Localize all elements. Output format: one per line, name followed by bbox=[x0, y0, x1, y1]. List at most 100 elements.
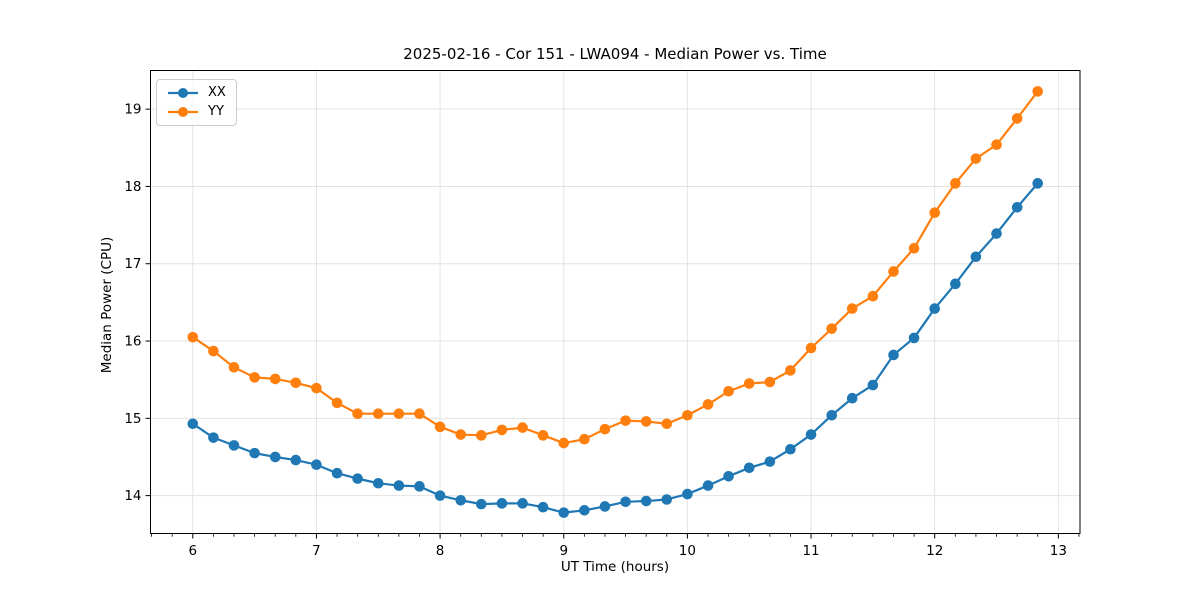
x-tick-label: 13 bbox=[1050, 543, 1067, 559]
series-xx-point bbox=[208, 432, 219, 443]
series-xx-point bbox=[496, 498, 508, 509]
series-xx-point bbox=[187, 418, 199, 430]
series-xx-point bbox=[393, 480, 405, 491]
axes-spines bbox=[150, 70, 1081, 534]
series-xx-point bbox=[455, 494, 467, 506]
series-yy-point bbox=[805, 342, 817, 354]
series-yy-point bbox=[1032, 86, 1044, 97]
series-yy-point bbox=[249, 372, 260, 383]
x-tick-label: 9 bbox=[559, 543, 568, 559]
series-xx-point bbox=[723, 471, 734, 482]
y-tick-label: 18 bbox=[124, 179, 141, 195]
x-tick-label: 11 bbox=[802, 543, 819, 559]
series-yy-point bbox=[702, 399, 714, 410]
series-yy-point bbox=[950, 178, 961, 189]
y-axis-label-text: Median Power (CPU) bbox=[99, 236, 115, 374]
series-yy-point bbox=[311, 382, 322, 394]
legend-line-sample-icon bbox=[168, 107, 198, 117]
series-yy-point bbox=[785, 365, 796, 376]
series-yy-point bbox=[826, 323, 838, 334]
series-yy-point bbox=[414, 408, 425, 419]
series-yy-point bbox=[929, 207, 941, 219]
series-yy-point bbox=[599, 423, 611, 435]
series-yy-point bbox=[269, 373, 281, 385]
y-tick-label: 14 bbox=[124, 488, 141, 504]
legend-line-sample-icon bbox=[168, 88, 198, 98]
series-yy-point bbox=[228, 362, 240, 373]
series-xx-point bbox=[682, 488, 693, 500]
legend: XX YY bbox=[156, 79, 237, 126]
y-tick-label: 17 bbox=[124, 256, 141, 272]
series-yy-point bbox=[743, 378, 755, 389]
series-xx-point bbox=[311, 459, 322, 471]
chart-title: 2025-02-16 - Cor 151 - LWA094 - Median P… bbox=[403, 45, 827, 63]
series-xx-point bbox=[991, 228, 1002, 239]
series-yy-point bbox=[867, 290, 879, 302]
series-xx-point bbox=[352, 473, 363, 484]
series-xx-point bbox=[826, 409, 838, 421]
series-yy-point bbox=[290, 377, 302, 389]
x-axis-label: UT Time (hours) bbox=[560, 559, 670, 575]
series-yy-point bbox=[331, 397, 343, 409]
series-yy-point bbox=[455, 429, 467, 440]
series-yy-point bbox=[991, 139, 1002, 151]
series-xx-point bbox=[372, 477, 384, 489]
series-xx-point bbox=[970, 251, 982, 263]
y-tick-label: 19 bbox=[124, 102, 141, 118]
series-yy-point bbox=[620, 415, 631, 426]
series-xx-point bbox=[579, 505, 590, 516]
series-yy-point bbox=[393, 408, 405, 419]
series-xx-point bbox=[908, 332, 920, 344]
series-yy-point bbox=[352, 408, 363, 419]
series-xx-point bbox=[888, 349, 899, 361]
series-yy-point bbox=[517, 422, 528, 433]
series-yy-point bbox=[558, 437, 570, 449]
series-yy-point bbox=[908, 242, 920, 254]
series-xx-point bbox=[929, 303, 941, 314]
series-xx-point bbox=[228, 440, 240, 451]
series-xx-point bbox=[537, 501, 549, 513]
legend-label: YY bbox=[208, 104, 224, 119]
series-yy-point bbox=[187, 331, 199, 343]
series-yy-point bbox=[846, 303, 858, 314]
series-xx-point bbox=[249, 447, 260, 459]
series-xx-point bbox=[805, 429, 817, 440]
series-xx-point bbox=[599, 501, 611, 512]
series-xx-point bbox=[414, 481, 425, 492]
series-yy-point bbox=[208, 345, 219, 357]
x-tick-label: 12 bbox=[926, 543, 943, 559]
series-xx-point bbox=[1032, 178, 1044, 189]
x-tick-label: 7 bbox=[312, 543, 321, 559]
x-tick-label: 8 bbox=[436, 543, 445, 559]
series-xx-point bbox=[867, 379, 879, 391]
legend-label: XX bbox=[208, 85, 226, 100]
series-xx-point bbox=[620, 496, 631, 508]
series-xx-point bbox=[290, 454, 302, 466]
series-yy-point bbox=[764, 376, 776, 388]
series-xx-point bbox=[269, 451, 281, 463]
series-xx-point bbox=[702, 480, 714, 491]
series-xx-point bbox=[743, 462, 755, 474]
series-xx-point bbox=[764, 456, 776, 467]
series-xx-point bbox=[846, 392, 858, 404]
series-yy-point bbox=[434, 421, 446, 433]
series-yy-point bbox=[372, 408, 384, 419]
series-yy-point bbox=[682, 409, 693, 421]
series-xx-point bbox=[661, 494, 673, 505]
series-xx-point bbox=[640, 495, 652, 507]
series-yy-point bbox=[496, 424, 508, 436]
series-yy-point bbox=[475, 430, 487, 441]
series-xx-point bbox=[1011, 202, 1023, 213]
series-xx-point bbox=[558, 507, 570, 518]
series-yy-point bbox=[661, 418, 673, 430]
legend-item-yy: YY bbox=[166, 104, 226, 120]
y-tick-label: 16 bbox=[124, 334, 141, 350]
series-yy-point bbox=[579, 433, 590, 445]
series-xx-point bbox=[434, 490, 446, 501]
series-xx-point bbox=[950, 278, 961, 290]
series-xx-point bbox=[331, 467, 343, 479]
series-xx-point bbox=[517, 498, 528, 509]
y-tick-label: 15 bbox=[124, 411, 141, 427]
